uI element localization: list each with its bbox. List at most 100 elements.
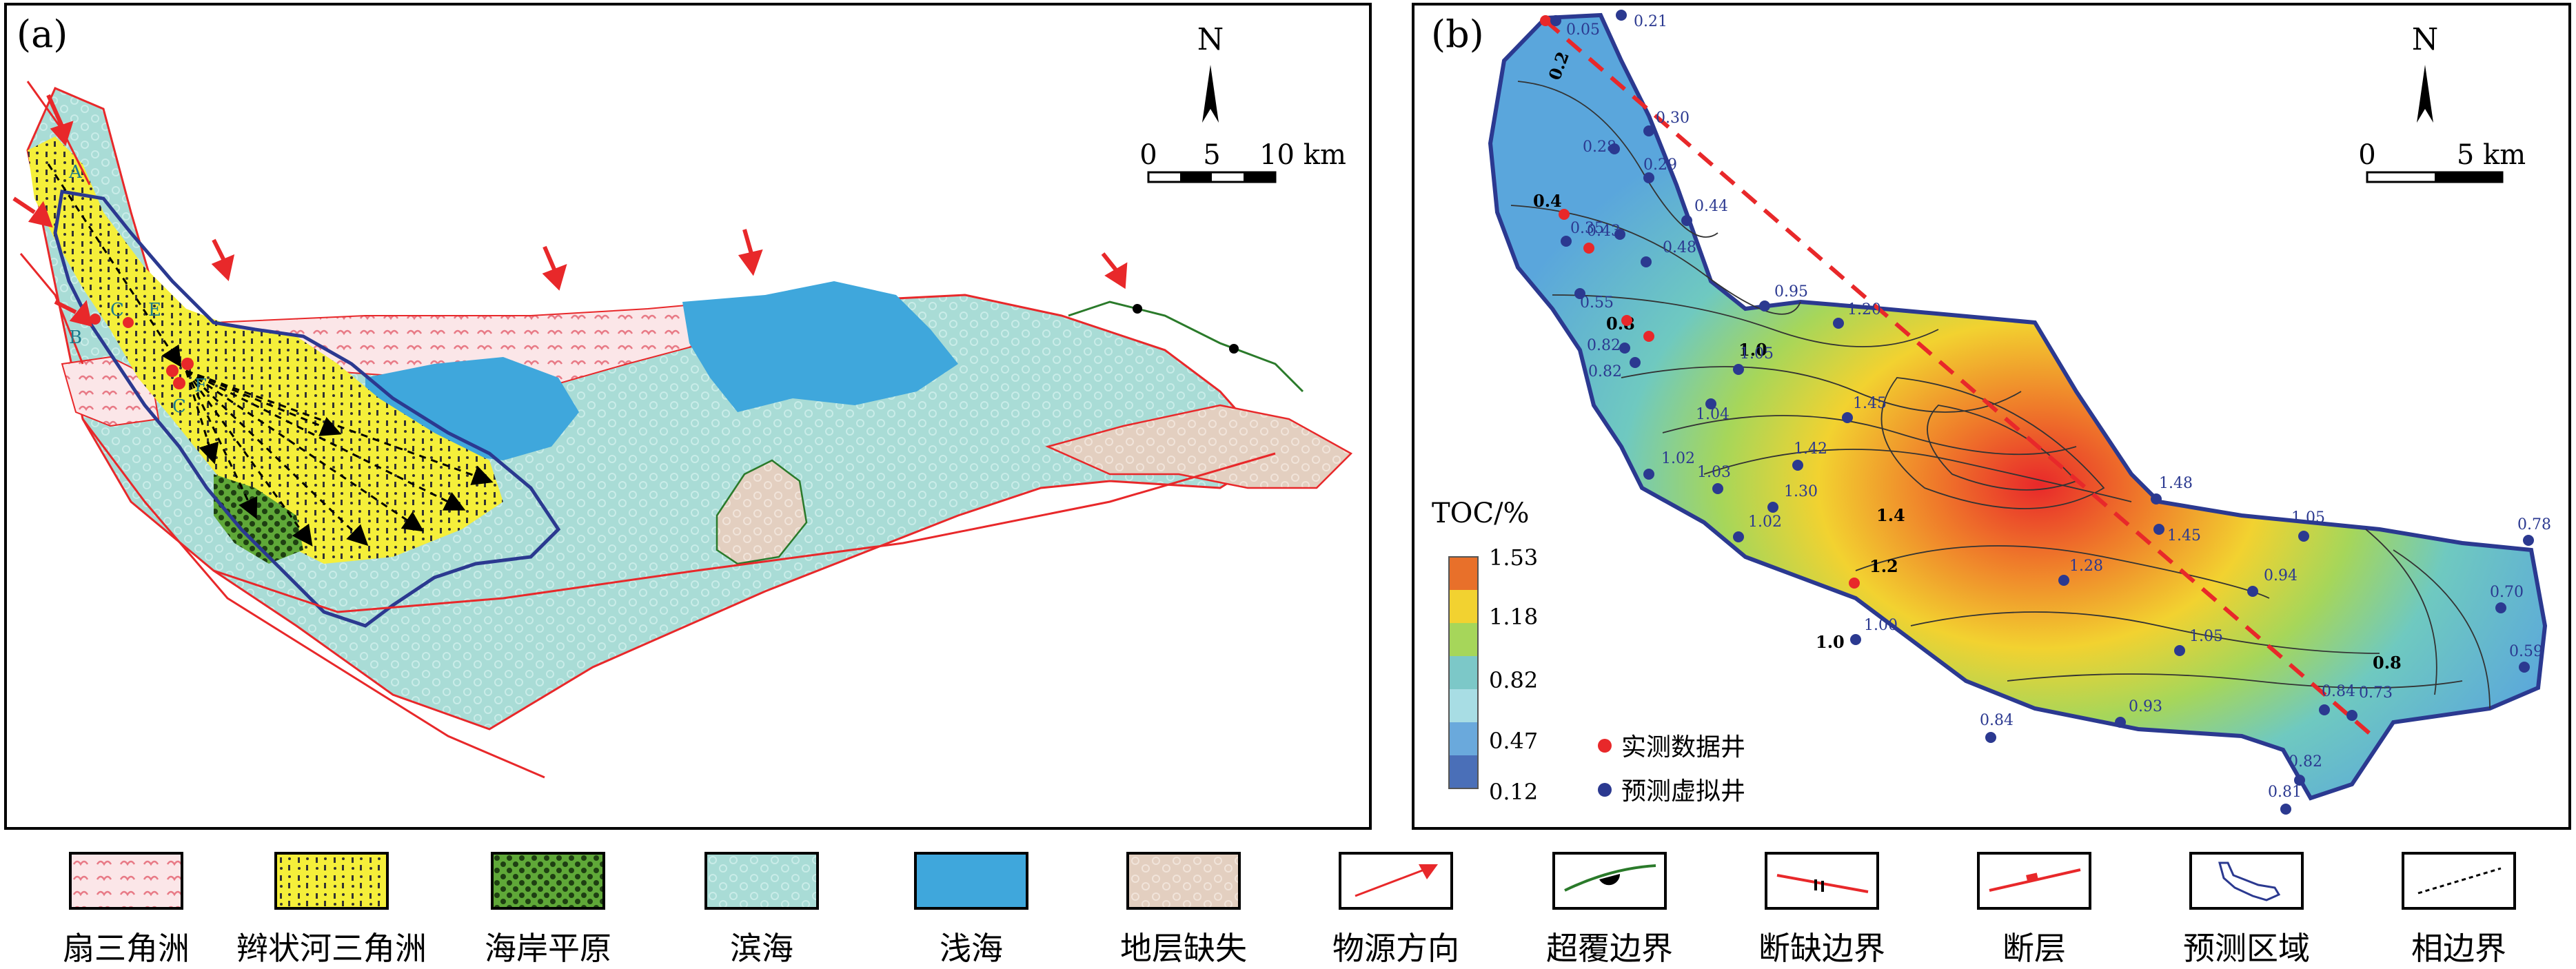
svg-text:实测数据井: 实测数据井 [1621,733,1745,762]
panel-a-svg: A B C E C F N 0 5 10 km [12,22,1353,779]
panel-b-map: (b) [1412,3,2571,830]
contour-lines [1510,81,2491,709]
svg-text:0.93: 0.93 [2129,698,2162,715]
svg-text:0.70: 0.70 [2490,584,2524,601]
svg-text:1.4: 1.4 [1876,505,1905,525]
legend-swatch-shallow-sea [914,852,1028,910]
colorbar-swatch-4 [1449,689,1478,722]
svg-text:0.95: 0.95 [1774,283,1808,300]
legend-swatch-strata-missing [1126,852,1241,910]
svg-text:1.2: 1.2 [1869,556,1898,576]
legend-swatch-fan-delta [69,852,183,910]
legend-label-source-direction: 物源方向 [1332,930,1459,967]
coastal-plain [214,474,303,564]
legend-swatch-coastal-plain [491,852,605,910]
svg-text:0.59: 0.59 [2509,643,2543,660]
toc-colorbar: TOC/% 1.53 1.18 0.82 0.47 0.12 [1432,498,1538,805]
strata-missing-central [716,459,808,565]
source-arrows [12,94,1128,327]
svg-text:5: 5 [1203,139,1220,171]
svg-text:0.05: 0.05 [1566,21,1600,39]
legend-swatch-facies-boundary [2402,852,2516,910]
legend-label-fan-delta: 扇三角洲 [63,930,190,967]
svg-text:1.02: 1.02 [1661,450,1695,467]
svg-text:1.53: 1.53 [1489,544,1538,571]
svg-text:1.05: 1.05 [1740,345,1774,363]
svg-text:1.48: 1.48 [2159,475,2193,492]
svg-text:0.29: 0.29 [1643,156,1677,174]
braided-river-delta [28,136,503,564]
svg-text:0.44: 0.44 [1694,198,1728,215]
colorbar-swatch-6 [1449,755,1478,788]
svg-text:0.43: 0.43 [1587,223,1621,240]
scale-bar-a: 0 5 10 km [1139,139,1346,183]
svg-text:TOC/%: TOC/% [1432,498,1530,529]
svg-text:0.12: 0.12 [1489,779,1538,805]
panel-b-label: (b) [1431,12,1484,56]
svg-text:0.94: 0.94 [2264,567,2298,584]
legend-label-strata-missing: 地层缺失 [1120,930,1247,967]
svg-text:5 km: 5 km [2457,139,2526,171]
svg-text:0.84: 0.84 [1980,712,2014,729]
svg-text:0.82: 0.82 [1587,337,1621,354]
svg-text:0: 0 [2358,139,2375,171]
svg-text:0.48: 0.48 [1663,239,1696,256]
svg-text:1.05: 1.05 [2291,509,2325,527]
well-legend: 实测数据井 预测虚拟井 [1598,733,1745,806]
svg-text:1.0: 1.0 [1816,632,1845,652]
distributary-channels [47,163,494,547]
svg-text:0.8: 0.8 [2373,653,2402,673]
svg-text:1.03: 1.03 [1697,464,1731,481]
legend-label-hiatus-boundary: 断缺边界 [1758,930,1885,967]
legend-label-onlap-boundary: 超覆边界 [1546,930,1673,967]
scale-bar-b: 0 5 km [2358,139,2526,183]
predicted-wells [1550,10,2534,815]
svg-text:1.28: 1.28 [2069,558,2103,575]
section-letters: A B C E C F [68,162,207,417]
svg-text:A: A [68,162,83,183]
svg-text:1.02: 1.02 [1748,513,1782,531]
svg-text:0.55: 0.55 [1580,294,1614,312]
svg-text:10 km: 10 km [1259,139,1346,171]
svg-text:预测虚拟井: 预测虚拟井 [1621,777,1745,806]
legend-label-braided-river-delta: 辫状河三角洲 [236,930,427,967]
svg-text:1.30: 1.30 [1784,483,1818,500]
svg-text:N: N [2412,22,2439,57]
legend-label-prediction-area: 预测区域 [2183,930,2310,967]
well-value-labels: 0.05 0.21 0.30 0.28 0.29 0.44 0.35 0.43 … [1566,13,2551,801]
svg-text:0.78: 0.78 [2517,516,2551,533]
svg-text:1.05: 1.05 [2189,628,2223,645]
svg-text:0.4: 0.4 [1533,191,1562,211]
legend-swatch-braided-river-delta [274,852,389,910]
panel-a-map: (a) [4,3,1372,830]
svg-text:N: N [1197,22,1224,57]
shallow-sea-east [682,281,958,412]
svg-text:F: F [194,376,207,396]
panel-b-svg: 0.2 0.4 0.8 1.0 1.4 1.2 1.0 0.8 [1432,10,2551,815]
legend-swatch-prediction-area [2189,852,2304,910]
svg-text:1.45: 1.45 [2167,527,2201,544]
svg-text:1.45: 1.45 [1853,395,1887,412]
legend-swatch-source-direction [1339,852,1453,910]
svg-text:0.47: 0.47 [1489,728,1538,754]
svg-text:1.42: 1.42 [1794,440,1827,458]
legend-label-coastal-plain: 海岸平原 [485,930,611,967]
svg-text:1.00: 1.00 [1864,617,1898,634]
colorbar-swatch-0 [1449,557,1478,590]
prediction-region-outline [53,190,561,628]
svg-text:0.30: 0.30 [1656,110,1690,127]
svg-text:0.81: 0.81 [2268,784,2302,801]
fault-dashed-line [1544,19,2374,738]
svg-text:0.84: 0.84 [2322,683,2355,700]
svg-text:0.35: 0.35 [1570,220,1604,237]
svg-text:C: C [172,396,186,417]
svg-text:1.0: 1.0 [1738,340,1767,360]
svg-text:0.82: 0.82 [1489,667,1538,693]
colorbar-swatch-5 [1449,722,1478,755]
svg-text:0.82: 0.82 [2289,753,2322,771]
legend-swatch-fault [1977,852,2091,910]
svg-text:0.28: 0.28 [1583,139,1616,156]
legend-label-fault: 断层 [2002,930,2066,967]
legend-label-facies-boundary: 相边界 [2411,930,2506,967]
svg-text:0: 0 [1139,139,1157,171]
